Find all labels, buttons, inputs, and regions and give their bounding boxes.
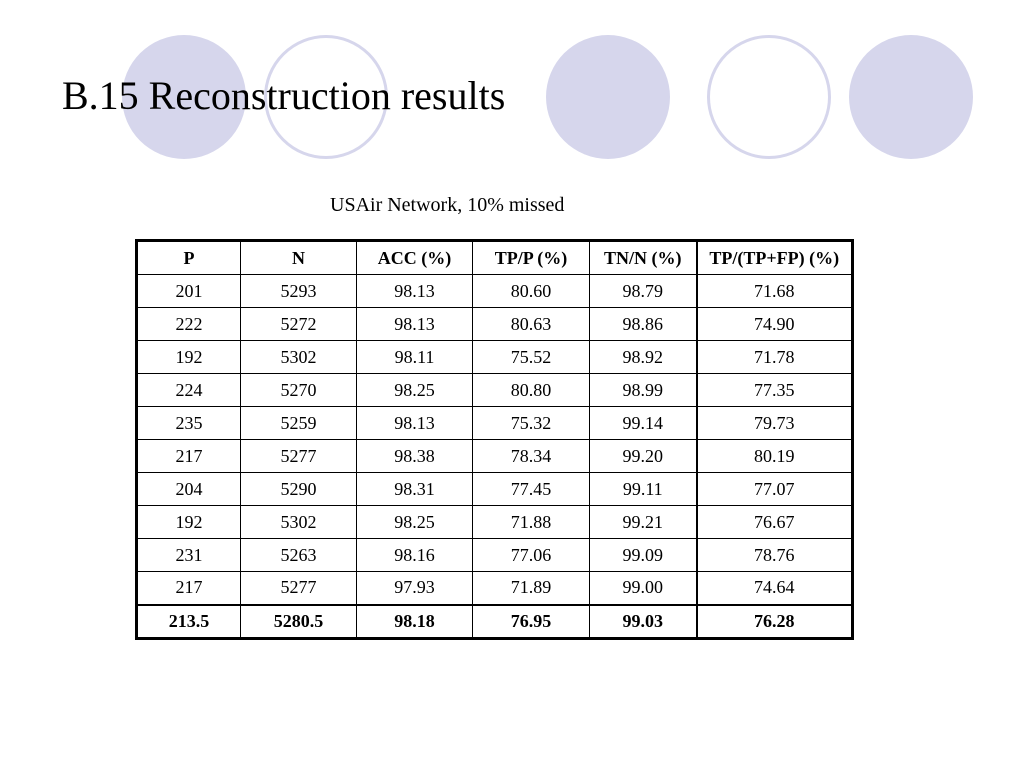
table-cell: 192 — [137, 340, 241, 374]
table-cell: 97.93 — [356, 571, 473, 605]
table-cell: 79.73 — [695, 406, 852, 440]
summary-cell: 99.03 — [589, 603, 697, 638]
table-cell: 231 — [137, 538, 241, 572]
decorative-circle — [546, 35, 670, 159]
summary-cell: 76.28 — [695, 603, 852, 638]
table-row: 201 5293 98.13 80.60 98.79 71.68 — [137, 274, 852, 308]
table-cell: 5302 — [240, 505, 357, 539]
table-cell: 204 — [137, 472, 241, 506]
table-cell: 80.19 — [695, 439, 852, 473]
table-row: 235 5259 98.13 75.32 99.14 79.73 — [137, 406, 852, 440]
table-cell: 74.90 — [695, 307, 852, 341]
table-cell: 98.92 — [589, 340, 697, 374]
table-cell: 98.25 — [356, 505, 473, 539]
summary-cell: 5280.5 — [240, 603, 357, 638]
table-header-row: P N ACC (%) TP/P (%) TN/N (%) TP/(TP+FP)… — [137, 241, 852, 275]
table-cell: 235 — [137, 406, 241, 440]
table-cell: 77.06 — [472, 538, 590, 572]
table-cell: 99.09 — [589, 538, 697, 572]
table-cell: 5272 — [240, 307, 357, 341]
decorative-circle — [264, 35, 388, 159]
table-cell: 99.14 — [589, 406, 697, 440]
table-cell: 71.68 — [695, 274, 852, 308]
table-row: 222 5272 98.13 80.63 98.86 74.90 — [137, 307, 852, 341]
table-cell: 98.38 — [356, 439, 473, 473]
table-cell: 5263 — [240, 538, 357, 572]
table-cell: 5277 — [240, 571, 357, 605]
summary-cell: 98.18 — [356, 603, 473, 638]
table-cell: 99.20 — [589, 439, 697, 473]
table-row: 204 5290 98.31 77.45 99.11 77.07 — [137, 472, 852, 506]
summary-cell: 213.5 — [137, 603, 241, 638]
summary-row: 213.5 5280.5 98.18 76.95 99.03 76.28 — [137, 603, 852, 638]
table-cell: 217 — [137, 571, 241, 605]
table-row: 192 5302 98.25 71.88 99.21 76.67 — [137, 505, 852, 539]
table-cell: 224 — [137, 373, 241, 407]
table-cell: 78.76 — [695, 538, 852, 572]
table-cell: 71.89 — [472, 571, 590, 605]
table-cell: 76.67 — [695, 505, 852, 539]
table-cell: 78.34 — [472, 439, 590, 473]
table-cell: 192 — [137, 505, 241, 539]
table-cell: 74.64 — [695, 571, 852, 605]
slide-title: B.15 Reconstruction results — [62, 73, 506, 118]
decorative-circle — [122, 35, 246, 159]
table-cell: 98.13 — [356, 307, 473, 341]
column-header: N — [240, 241, 357, 275]
table-cell: 80.80 — [472, 373, 590, 407]
table-cell: 71.78 — [695, 340, 852, 374]
table-cell: 77.35 — [695, 373, 852, 407]
table-cell: 98.25 — [356, 373, 473, 407]
column-header: TP/P (%) — [472, 241, 590, 275]
table-cell: 5290 — [240, 472, 357, 506]
table-cell: 98.13 — [356, 274, 473, 308]
table-cell: 77.07 — [695, 472, 852, 506]
table-row: 231 5263 98.16 77.06 99.09 78.76 — [137, 538, 852, 572]
decorative-circle — [849, 35, 973, 159]
column-header: TN/N (%) — [589, 241, 697, 275]
table-cell: 99.21 — [589, 505, 697, 539]
table-cell: 217 — [137, 439, 241, 473]
table-cell: 5270 — [240, 373, 357, 407]
table-row: 217 5277 97.93 71.89 99.00 74.64 — [137, 571, 852, 605]
column-header: ACC (%) — [356, 241, 473, 275]
table-cell: 71.88 — [472, 505, 590, 539]
table-cell: 98.86 — [589, 307, 697, 341]
table-row: 217 5277 98.38 78.34 99.20 80.19 — [137, 439, 852, 473]
table-row: 224 5270 98.25 80.80 98.99 77.35 — [137, 373, 852, 407]
table-cell: 222 — [137, 307, 241, 341]
decorative-circle — [707, 35, 831, 159]
table-cell: 77.45 — [472, 472, 590, 506]
summary-cell: 76.95 — [472, 603, 590, 638]
table-cell: 80.63 — [472, 307, 590, 341]
table-cell: 98.16 — [356, 538, 473, 572]
table-cell: 201 — [137, 274, 241, 308]
table-cell: 98.11 — [356, 340, 473, 374]
column-header: P — [137, 241, 241, 275]
table-caption: USAir Network, 10% missed — [330, 194, 565, 216]
table-cell: 99.11 — [589, 472, 697, 506]
table-cell: 5293 — [240, 274, 357, 308]
table-cell: 98.31 — [356, 472, 473, 506]
table-cell: 98.79 — [589, 274, 697, 308]
table-cell: 80.60 — [472, 274, 590, 308]
results-table: P N ACC (%) TP/P (%) TN/N (%) TP/(TP+FP)… — [135, 239, 854, 640]
table-cell: 5302 — [240, 340, 357, 374]
table-cell: 99.00 — [589, 571, 697, 605]
table-cell: 5259 — [240, 406, 357, 440]
table-cell: 98.99 — [589, 373, 697, 407]
table-cell: 75.52 — [472, 340, 590, 374]
table-row: 192 5302 98.11 75.52 98.92 71.78 — [137, 340, 852, 374]
column-header: TP/(TP+FP) (%) — [695, 241, 852, 275]
table-cell: 98.13 — [356, 406, 473, 440]
table-cell: 5277 — [240, 439, 357, 473]
table-cell: 75.32 — [472, 406, 590, 440]
